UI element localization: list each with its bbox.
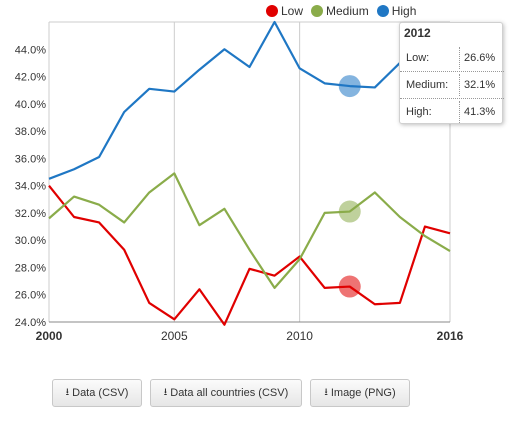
x-tick-label: 2010 xyxy=(286,329,313,343)
tooltip: 2012 Low: 26.6% Medium: 32.1% High: 41.3… xyxy=(399,22,504,125)
y-tick-label: 36.0% xyxy=(15,153,46,165)
x-tick-label: 2016 xyxy=(437,329,464,343)
button-label: Data all countries (CSV) xyxy=(170,387,289,399)
download-icon: ⭳ xyxy=(324,386,328,398)
legend-dot-low xyxy=(266,5,278,17)
x-tick-label: 2005 xyxy=(161,329,188,343)
legend: Low Medium High xyxy=(266,2,424,20)
y-tick-label: 32.0% xyxy=(15,208,46,220)
download-icon: ⭳ xyxy=(163,386,168,398)
y-tick-label: 30.0% xyxy=(15,235,46,247)
highlight-marker-low xyxy=(338,275,361,298)
highlight-marker-high xyxy=(338,75,361,98)
x-tick-label: 2000 xyxy=(36,329,63,343)
series-line-medium xyxy=(48,172,451,290)
y-tick-label: 26.0% xyxy=(15,290,46,302)
y-tick-label: 42.0% xyxy=(15,72,46,84)
legend-label-high: High xyxy=(391,4,417,18)
tooltip-row-low: Low: 26.6% xyxy=(400,45,504,71)
button-label: Image (PNG) xyxy=(330,387,396,399)
legend-dot-high xyxy=(376,5,389,17)
download-icon: ⭳ xyxy=(65,386,70,398)
tooltip-table: Low: 26.6% Medium: 32.1% High: 41.3% xyxy=(400,45,504,125)
download-image-png-button[interactable]: ⭳ Image (PNG) xyxy=(310,379,410,407)
tooltip-row-medium: Medium: 32.1% xyxy=(400,71,504,98)
tooltip-label: Medium: xyxy=(400,74,460,96)
tooltip-label: High: xyxy=(400,101,460,123)
tooltip-title: 2012 xyxy=(404,26,431,40)
download-data-csv-button[interactable]: ⭳ Data (CSV) xyxy=(52,379,142,407)
tooltip-row-high: High: 41.3% xyxy=(400,98,504,125)
legend-dot-medium xyxy=(311,5,324,17)
y-tick-label: 28.0% xyxy=(15,262,46,274)
highlight-marker-medium xyxy=(338,200,361,223)
y-tick-label: 24.0% xyxy=(15,317,46,329)
legend-item-high[interactable]: High xyxy=(376,4,417,18)
series-line-high xyxy=(48,20,451,180)
button-label: Data (CSV) xyxy=(72,387,129,399)
y-tick-label: 34.0% xyxy=(15,181,46,193)
tooltip-value: 32.1% xyxy=(464,79,496,91)
legend-item-medium[interactable]: Medium xyxy=(311,4,369,18)
legend-item-low[interactable]: Low xyxy=(266,4,303,18)
y-tick-label: 40.0% xyxy=(15,99,46,111)
series-line-low xyxy=(48,184,451,326)
tooltip-value: 26.6% xyxy=(464,52,496,64)
tooltip-value: 41.3% xyxy=(464,106,496,118)
y-tick-label: 38.0% xyxy=(15,126,46,138)
line-chart: 24.0% 26.0% 28.0% 30.0% 32.0% 34.0% 36.0% 38.0%… xyxy=(15,20,464,343)
tooltip-label: Low: xyxy=(400,47,460,69)
download-all-countries-csv-button[interactable]: ⭳ Data all countries (CSV) xyxy=(150,379,302,407)
legend-label-low: Low xyxy=(281,4,304,18)
y-tick-label: 44.0% xyxy=(15,44,46,56)
legend-label-medium: Medium xyxy=(326,4,369,18)
